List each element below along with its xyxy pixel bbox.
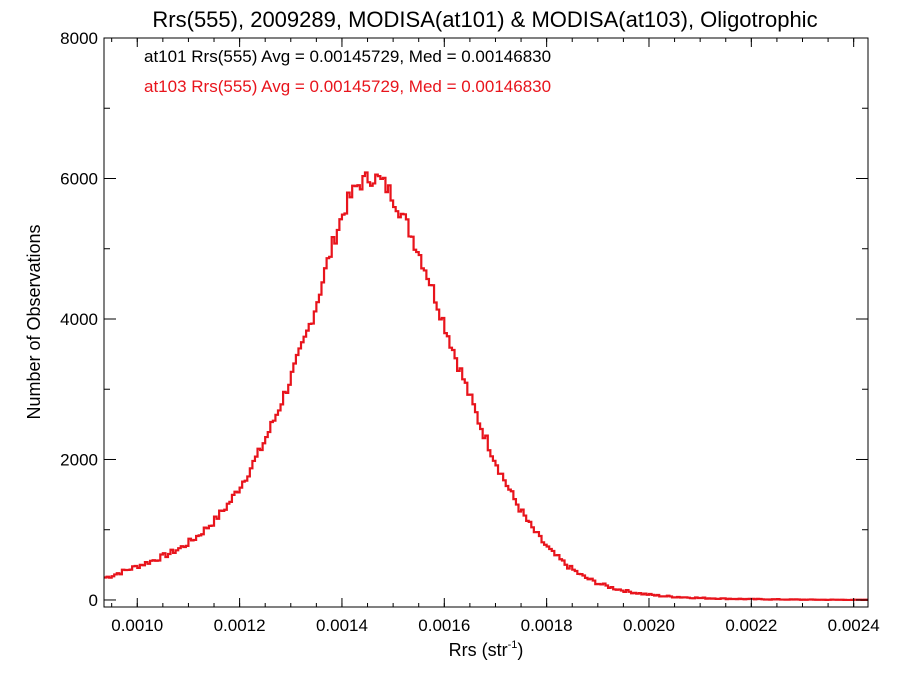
x-tick-label: 0.0016 [418, 616, 470, 635]
annotation-at101: at101 Rrs(555) Avg = 0.00145729, Med = 0… [144, 47, 551, 66]
y-axis: 0 2000 4000 6000 8000 [60, 29, 868, 610]
y-tick-label: 0 [89, 591, 98, 610]
x-tick-label: 0.0022 [725, 616, 777, 635]
x-tick-label: 0.0020 [623, 616, 675, 635]
x-axis: 0.0010 0.0012 0.0014 0.0016 0.0018 0.0020 0.00… [111, 38, 880, 635]
x-tick-label: 0.0018 [521, 616, 573, 635]
legend-annotations: at101 Rrs(555) Avg = 0.00145729, Med = 0… [144, 47, 551, 96]
chart-title: Rrs(555), 2009289, MODISA(at101) & MODIS… [152, 7, 817, 32]
x-tick-label: 0.0024 [828, 616, 880, 635]
y-tick-label: 4000 [60, 310, 98, 329]
x-tick-label: 0.0012 [214, 616, 266, 635]
y-tick-label: 2000 [60, 450, 98, 469]
annotation-at103: at103 Rrs(555) Avg = 0.00145729, Med = 0… [144, 77, 551, 96]
x-tick-label: 0.0014 [316, 616, 368, 635]
histogram-series-line-0 [104, 171, 868, 602]
x-axis-label: Rrs (str-1) [449, 639, 524, 660]
plot-frame [103, 37, 869, 608]
y-axis-label: Number of Observations [24, 224, 44, 419]
series-layer [104, 171, 868, 602]
y-tick-label: 8000 [60, 29, 98, 48]
x-tick-label: 0.0010 [111, 616, 163, 635]
y-tick-label: 6000 [60, 169, 98, 188]
